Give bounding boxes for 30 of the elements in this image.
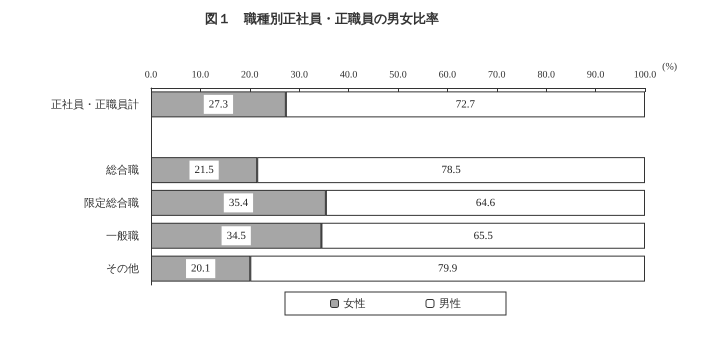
legend-label: 女性 [344,297,366,310]
data-label: 64.6 [476,196,496,209]
y-tick-label: 正社員・正職員計 [51,98,139,111]
x-tick-label: 30.0 [290,70,308,80]
data-label: 20.1 [191,262,210,275]
x-tick-label: 20.0 [241,70,259,80]
x-tick-label: 70.0 [488,70,506,80]
data-label: 34.5 [226,230,246,242]
x-tick-label: 80.0 [537,70,555,80]
data-label: 35.4 [228,196,249,209]
y-tick-label: 総合職 [105,164,139,177]
chart-title: 図１ 職種別正社員・正職員の男女比率 [205,11,439,27]
x-axis-title: (%) [662,62,678,72]
data-label: 79.9 [438,262,458,275]
y-tick-label: 限定総合職 [84,196,139,210]
x-tick-label: 40.0 [340,70,358,80]
y-tick-label: その他 [106,262,139,276]
x-tick-label: 50.0 [389,70,407,80]
data-label: 72.7 [456,98,476,110]
data-label: 27.3 [208,98,229,110]
y-tick-label: 一般職 [106,229,139,242]
x-tick-label: 10.0 [192,70,210,80]
x-tick-label: 60.0 [438,70,456,80]
data-label: 21.5 [194,164,214,176]
data-label: 78.5 [441,164,462,176]
x-tick-label: 0.0 [144,70,158,80]
x-tick-label: 90.0 [586,70,604,80]
legend-label: 男性 [439,297,461,310]
x-tick-label: 100.0 [634,70,656,80]
data-label: 65.5 [474,230,494,242]
